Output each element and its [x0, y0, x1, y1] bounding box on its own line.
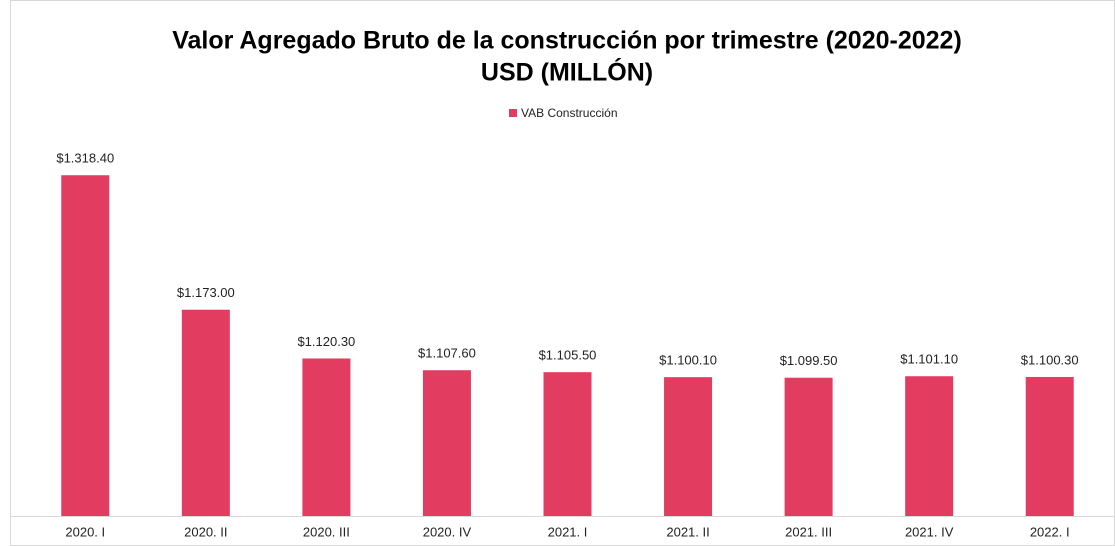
x-tick-label: 2021. I: [548, 524, 588, 539]
data-label: $1.105.50: [539, 348, 597, 363]
data-label: $1.101.10: [900, 352, 958, 367]
bar: [302, 358, 351, 516]
chart-title: Valor Agregado Bruto de la construcción …: [172, 27, 962, 55]
legend-swatch: [509, 109, 517, 117]
bar: [905, 376, 954, 516]
x-tick-label: 2020. II: [184, 524, 227, 539]
x-tick-label: 2021. III: [785, 524, 832, 539]
bar: [61, 175, 110, 517]
bar: [664, 377, 713, 516]
data-label: $1.107.60: [418, 346, 476, 361]
bar: [422, 370, 471, 516]
x-tick-label: 2021. IV: [905, 524, 954, 539]
x-tick-label: 2022. I: [1030, 524, 1070, 539]
x-tick-label: 2020. I: [65, 524, 105, 539]
data-label: $1.099.50: [780, 353, 838, 368]
bar: [181, 309, 230, 516]
chart-subtitle: USD (MILLÓN): [481, 57, 653, 87]
data-label: $1.318.40: [56, 151, 114, 166]
data-label: $1.120.30: [297, 334, 355, 349]
bar: [543, 372, 592, 516]
x-tick-label: 2021. II: [666, 524, 709, 539]
data-label: $1.173.00: [177, 285, 235, 300]
bar: [1025, 376, 1074, 516]
x-tick-label: 2020. III: [303, 524, 350, 539]
x-tick-label: 2020. IV: [423, 524, 472, 539]
data-label: $1.100.30: [1021, 352, 1079, 367]
data-label: $1.100.10: [659, 353, 717, 368]
bar: [784, 377, 833, 516]
legend-label: VAB Construcción: [521, 106, 618, 120]
